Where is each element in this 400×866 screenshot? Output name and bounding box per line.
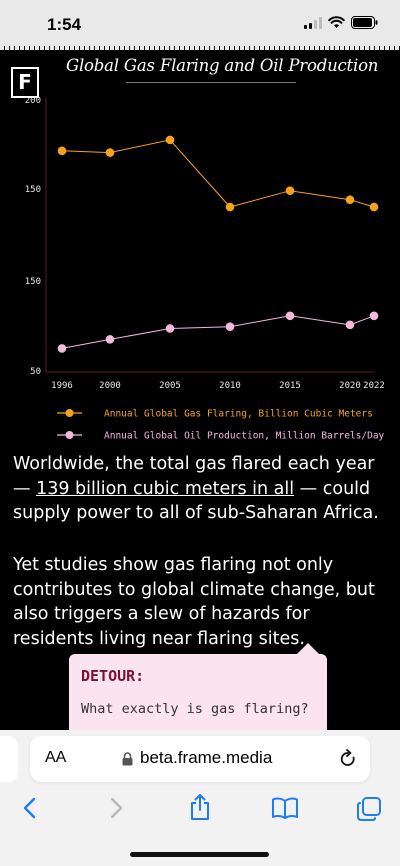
paragraph-1-end: — could supply power to all of sub-Sahar… — [13, 478, 379, 524]
data-point — [165, 324, 175, 333]
frame-logo[interactable]: F — [11, 67, 39, 98]
detour-question[interactable]: What exactly is gas flaring? — [81, 701, 309, 717]
legend-label: Annual Global Gas Flaring, Billion Cubic… — [104, 409, 373, 420]
paragraph-1-start: Worldwide, the total gas flared each yea… — [13, 454, 375, 499]
text-size-button[interactable]: AA — [45, 749, 67, 766]
browser-bottom-bar: AA beta.frame.media — [0, 730, 400, 866]
x-tick-label: 2020 — [339, 381, 361, 391]
legend-marker — [65, 431, 74, 439]
x-tick-label: 1996 — [51, 381, 73, 391]
home-indicator — [130, 852, 269, 857]
series-layer — [57, 135, 379, 353]
x-tick-label: 2000 — [99, 381, 121, 391]
body-paragraph-2: Yet studies show gas flaring not only co… — [13, 555, 375, 649]
url-text[interactable]: beta.frame.media — [140, 748, 273, 767]
data-point — [105, 148, 115, 157]
data-point — [285, 186, 295, 195]
y-tick-labels: 200 150 150 50 — [25, 96, 41, 377]
data-point — [345, 195, 355, 205]
bookmarks-icon[interactable] — [271, 796, 299, 820]
data-point — [165, 135, 175, 145]
series-line-oil-production — [61, 315, 375, 349]
y-tick-label: 150 — [25, 277, 41, 287]
battery-icon — [351, 16, 378, 29]
flared-gas-link[interactable]: 139 billion cubic meters in all — [36, 478, 295, 499]
status-icons — [304, 16, 378, 29]
progress-dash-border — [0, 46, 400, 50]
previous-tab-address-bar[interactable] — [0, 736, 18, 782]
address-bar[interactable]: AA beta.frame.media — [30, 736, 370, 782]
x-tick-labels: 1996 2000 2005 2010 2015 2020 2022 — [51, 381, 385, 391]
detour-notch — [296, 643, 320, 655]
reload-icon[interactable] — [339, 749, 357, 769]
gas-oil-line-chart: 200 150 150 50 1996 2000 2005 2010 2015 2020 2022… — [25, 96, 385, 442]
wifi-icon — [328, 16, 345, 28]
y-tick-label: 150 — [25, 185, 41, 195]
x-tick-label: 2015 — [279, 381, 301, 391]
tabs-icon[interactable] — [356, 796, 382, 822]
legend-marker — [65, 409, 74, 417]
body-paragraph-1: Worldwide, the total gas flared each yea… — [13, 452, 393, 526]
data-point — [57, 146, 67, 156]
data-point — [225, 322, 235, 331]
x-tick-label: 2022 — [363, 381, 385, 391]
forward-chevron-icon[interactable] — [106, 796, 126, 820]
detour-title: DETOUR: — [81, 667, 145, 685]
data-point — [105, 335, 115, 344]
status-time: 1:54 — [47, 15, 82, 34]
data-point — [369, 311, 379, 321]
share-icon[interactable] — [187, 793, 213, 821]
data-point — [57, 344, 67, 353]
x-tick-label: 2010 — [219, 381, 241, 391]
data-point — [225, 202, 235, 212]
y-tick-label: 50 — [30, 367, 41, 377]
data-point — [345, 320, 355, 330]
web-page-content: F Global Gas Flaring and Oil Production … — [0, 50, 400, 730]
cellular-signal-icon — [304, 16, 322, 29]
data-point — [285, 311, 295, 321]
y-tick-label: 200 — [25, 96, 41, 106]
chart-legend: Annual Global Gas Flaring, Billion Cubic… — [57, 409, 385, 442]
x-tick-label: 2005 — [159, 381, 181, 391]
back-chevron-icon[interactable] — [20, 796, 40, 820]
legend-label: Annual Global Oil Production, Million Ba… — [104, 431, 385, 442]
status-bar: 1:54 — [0, 0, 400, 50]
data-point — [369, 202, 379, 212]
detour-callout[interactable]: DETOUR: What exactly is gas flaring? — [69, 643, 327, 730]
lock-icon — [122, 752, 133, 766]
title-underline — [126, 82, 296, 83]
chart-title: Global Gas Flaring and Oil Production — [66, 56, 379, 75]
